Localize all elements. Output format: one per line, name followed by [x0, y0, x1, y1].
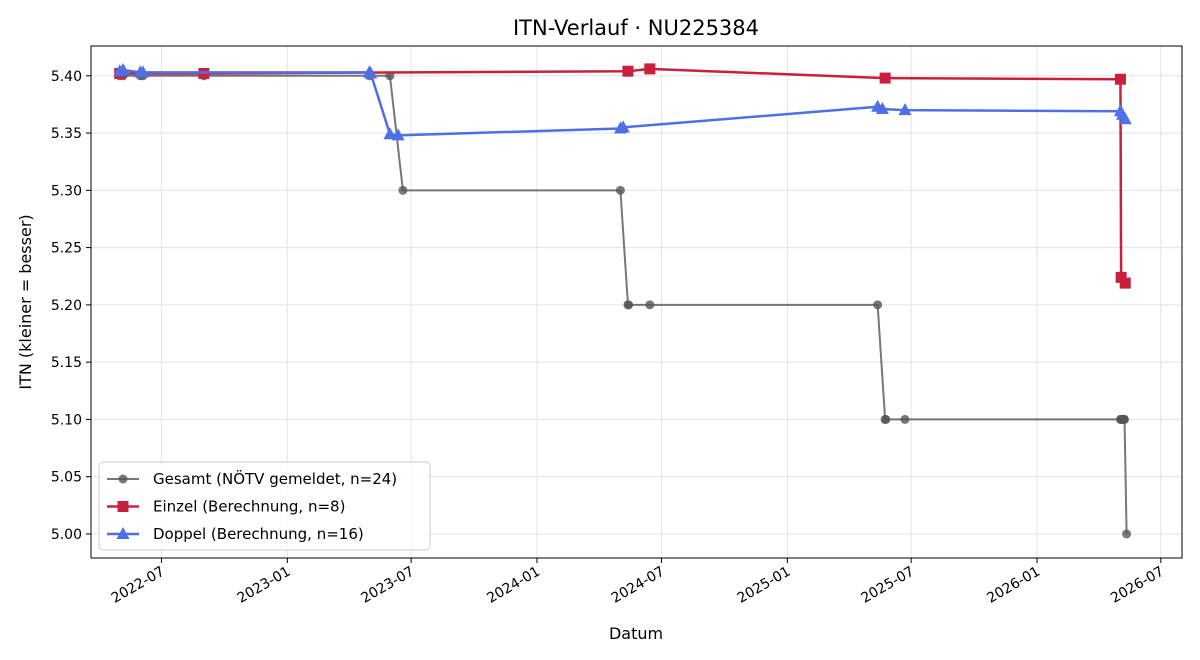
series-gesamt-point — [900, 414, 910, 424]
y-tick-label: 5.20 — [51, 298, 82, 314]
series-gesamt-point — [1122, 529, 1132, 539]
y-tick-label: 5.25 — [51, 241, 82, 257]
series-gesamt-point — [881, 414, 891, 424]
series-einzel-point — [1115, 271, 1127, 283]
series-gesamt-point — [624, 300, 634, 310]
legend-box — [98, 461, 431, 551]
legend-items: Gesamt (NÖTV gemeldet, n=24) Einzel (Bere… — [107, 469, 397, 543]
y-tick-label: 5.15 — [51, 355, 82, 371]
series-doppel-point — [875, 101, 889, 114]
series-gesamt-point — [645, 300, 655, 310]
series-einzel-point — [1114, 73, 1126, 85]
series-gesamt-point — [615, 185, 625, 195]
y-axis-title: ITN (kleiner = besser) — [16, 214, 35, 389]
y-tick-label: 5.05 — [51, 470, 82, 486]
legend-swatch-marker — [117, 501, 129, 512]
plot-frame — [90, 45, 1183, 559]
series-doppel-point — [136, 65, 150, 78]
y-tick-label: 5.35 — [51, 126, 82, 142]
y-tick-label: 5.40 — [51, 69, 82, 85]
series-einzel-point — [622, 65, 634, 77]
y-tick-label: 5.10 — [51, 412, 82, 428]
legend-swatch-marker — [116, 527, 130, 539]
legend-label: Doppel (Berechnung, n=16) — [153, 525, 364, 543]
series-einzel-point — [879, 72, 891, 84]
series-gesamt-point — [1120, 414, 1130, 424]
y-tick-label: 5.00 — [51, 527, 82, 543]
legend: Gesamt (NÖTV gemeldet, n=24) Einzel (Bere… — [98, 461, 431, 551]
series-gesamt-point — [873, 300, 883, 310]
legend-swatch-marker — [118, 474, 128, 484]
series-einzel-point — [644, 63, 656, 75]
series-doppel-point — [383, 127, 397, 140]
series-doppel-point — [898, 103, 912, 116]
series-doppel-point — [1118, 112, 1132, 125]
series-doppel-point — [116, 63, 130, 76]
series-doppel-point — [391, 128, 405, 141]
series-einzel-point — [1119, 277, 1131, 289]
series-doppel-point — [616, 120, 630, 133]
x-axis-title: Datum — [609, 624, 663, 643]
series-doppel-point — [364, 66, 378, 79]
series-gesamt-point — [398, 185, 408, 195]
series-doppel — [113, 63, 1132, 141]
chart-title: ITN-Verlauf · NU225384 — [513, 16, 759, 40]
series-layer — [113, 63, 1132, 539]
legend-label: Gesamt (NÖTV gemeldet, n=24) — [153, 469, 397, 488]
y-tick-label: 5.30 — [51, 183, 82, 199]
legend-label: Einzel (Berechnung, n=8) — [153, 498, 345, 516]
